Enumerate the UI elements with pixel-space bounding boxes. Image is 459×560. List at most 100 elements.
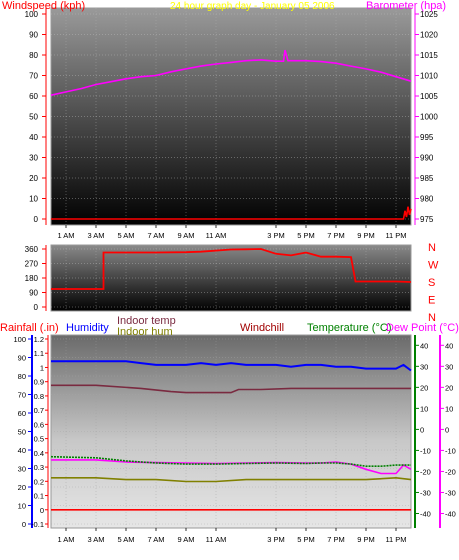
dew-point-tick-label: -40 bbox=[445, 509, 456, 518]
x-tick-label: 7 PM bbox=[327, 231, 345, 240]
x-tick-label: 1 AM bbox=[57, 231, 74, 240]
windspeed-tick-label: 10 bbox=[29, 195, 38, 204]
temperature-tick-label: 10 bbox=[420, 404, 428, 413]
barometer-tick-label: 980 bbox=[420, 195, 434, 204]
barometer-tick-label: 1010 bbox=[420, 72, 438, 81]
humidity-tick-label: 70 bbox=[18, 391, 26, 400]
x-tick-label: 5 PM bbox=[297, 535, 315, 544]
rainfall-tick-label: -0.1 bbox=[31, 520, 44, 529]
windspeed-tick-label: 90 bbox=[29, 31, 38, 40]
indoor-temp-label: Indoor temp bbox=[117, 315, 176, 327]
x-tick-label: 3 PM bbox=[267, 231, 285, 240]
x-tick-label: 9 AM bbox=[177, 231, 194, 240]
indoor-hum-label: Indoor hum bbox=[117, 326, 173, 338]
rainfall-tick-label: 0.6 bbox=[34, 420, 44, 429]
humidity-tick-label: 100 bbox=[13, 335, 26, 344]
windspeed-tick-label: 70 bbox=[29, 72, 38, 81]
barometer-tick-label: 1025 bbox=[420, 10, 438, 19]
x-tick-label: 3 AM bbox=[87, 535, 104, 544]
x-tick-label: 11 AM bbox=[206, 535, 227, 544]
compass-label: W bbox=[428, 260, 439, 272]
direction-tick-label: 90 bbox=[29, 289, 38, 298]
humidity-tick-label: 60 bbox=[18, 409, 26, 418]
humidity-tick-label: 20 bbox=[18, 483, 26, 492]
barometer-tick-label: 990 bbox=[420, 154, 434, 163]
indoor-temp-line bbox=[51, 384, 411, 394]
temperature-line bbox=[50, 455, 411, 468]
x-tick-label: 11 PM bbox=[385, 535, 406, 544]
temperature-axis-label: Temperature (°C) bbox=[307, 322, 391, 334]
x-tick-label: 9 PM bbox=[357, 231, 375, 240]
windspeed-tick-label: 0 bbox=[34, 215, 39, 224]
temperature-tick-label: -30 bbox=[420, 488, 431, 497]
temperature-tick-label: 40 bbox=[420, 341, 428, 350]
compass-label: N bbox=[428, 242, 436, 254]
rainfall-tick-label: 1.2 bbox=[34, 335, 44, 344]
humidity-axis-label: Humidity bbox=[66, 322, 109, 334]
humidity-tick-label: 30 bbox=[18, 465, 26, 474]
temperature-tick-label: -20 bbox=[420, 467, 431, 476]
barometer-line bbox=[50, 49, 412, 96]
x-tick-label: 3 PM bbox=[267, 535, 285, 544]
barometer-tick-label: 995 bbox=[420, 133, 434, 142]
compass-label: N bbox=[428, 312, 436, 324]
dew-point-tick-label: 40 bbox=[445, 341, 453, 350]
rainfall-tick-label: 0.9 bbox=[34, 378, 44, 387]
x-tick-label: 7 AM bbox=[147, 535, 164, 544]
rainfall-tick-label: 0.7 bbox=[34, 406, 44, 415]
humidity-tick-label: 0 bbox=[22, 520, 26, 529]
direction-tick-label: 270 bbox=[25, 260, 39, 269]
direction-tick-label: 0 bbox=[34, 303, 39, 312]
dew-point-tick-label: 10 bbox=[445, 404, 453, 413]
rainfall-axis-label: Rainfall (.in) bbox=[0, 322, 59, 334]
humidity-line bbox=[51, 360, 412, 372]
x-tick-label: 1 AM bbox=[57, 535, 74, 544]
x-tick-label: 3 AM bbox=[87, 231, 104, 240]
dew-point-axis-label: Dew Point (°C) bbox=[386, 322, 459, 334]
windspeed-tick-label: 80 bbox=[29, 51, 38, 60]
x-tick-label: 9 AM bbox=[177, 535, 194, 544]
rainfall-tick-label: 0.8 bbox=[34, 392, 44, 401]
windspeed-axis-label: Windspeed (kph) bbox=[2, 0, 85, 12]
dew-point-tick-label: -10 bbox=[445, 446, 456, 455]
dew-point-tick-label: 20 bbox=[445, 383, 453, 392]
rainfall-tick-label: 1.1 bbox=[34, 349, 44, 358]
x-tick-label: 11 PM bbox=[385, 231, 406, 240]
rainfall-tick-label: 0.1 bbox=[34, 492, 44, 501]
rainfall-tick-label: 0 bbox=[40, 506, 44, 515]
barometer-tick-label: 1000 bbox=[420, 113, 438, 122]
windspeed-tick-label: 20 bbox=[29, 174, 38, 183]
rainfall-tick-label: 0.5 bbox=[34, 435, 44, 444]
rainfall-tick-label: 1 bbox=[40, 363, 44, 372]
rainfall-tick-label: 0.4 bbox=[34, 449, 44, 458]
windspeed-tick-label: 50 bbox=[29, 113, 38, 122]
windspeed-line bbox=[51, 206, 412, 220]
compass-label: E bbox=[428, 295, 435, 307]
dew-point-tick-label: -30 bbox=[445, 488, 456, 497]
rainfall-tick-label: 0.2 bbox=[34, 477, 44, 486]
x-tick-label: 9 PM bbox=[357, 535, 375, 544]
direction-tick-label: 360 bbox=[25, 245, 39, 254]
rainfall-tick-label: 0.3 bbox=[34, 463, 44, 472]
dew-point-tick-label: 0 bbox=[445, 425, 449, 434]
temperature-tick-label: 20 bbox=[420, 383, 428, 392]
humidity-tick-label: 10 bbox=[18, 502, 26, 511]
dew-point-tick-label: -20 bbox=[445, 467, 456, 476]
barometer-axis-label: Barometer (hpa) bbox=[366, 0, 446, 12]
x-tick-label: 5 AM bbox=[117, 535, 134, 544]
compass-label: S bbox=[428, 277, 435, 289]
humidity-tick-label: 40 bbox=[18, 446, 26, 455]
barometer-tick-label: 1005 bbox=[420, 92, 438, 101]
windspeed-tick-label: 100 bbox=[25, 10, 39, 19]
temperature-tick-label: 0 bbox=[420, 425, 424, 434]
windspeed-tick-label: 30 bbox=[29, 154, 38, 163]
x-tick-label: 7 AM bbox=[147, 231, 164, 240]
windspeed-tick-label: 60 bbox=[29, 92, 38, 101]
barometer-tick-label: 1020 bbox=[420, 31, 438, 40]
humidity-tick-label: 90 bbox=[18, 354, 26, 363]
x-tick-label: 11 AM bbox=[206, 231, 227, 240]
wind-direction-line bbox=[51, 248, 412, 290]
barometer-tick-label: 975 bbox=[420, 215, 434, 224]
